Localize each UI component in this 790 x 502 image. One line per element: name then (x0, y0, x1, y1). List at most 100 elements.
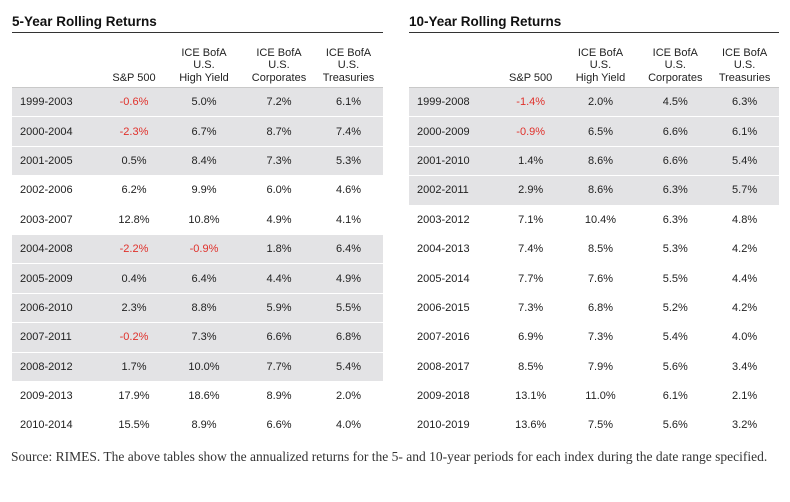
return-cell: 6.6% (266, 331, 292, 344)
return-cell: 6.6% (266, 419, 292, 432)
return-cell: 8.4% (191, 154, 217, 167)
return-cell: 8.8% (191, 301, 217, 314)
source-note: Source: RIMES. The above tables show the… (11, 449, 768, 464)
return-cell: 6.6% (662, 125, 688, 138)
return-cell: -0.6% (119, 96, 149, 109)
return-cell: 4.6% (335, 184, 362, 197)
period-label: 2001-2010 (417, 154, 470, 167)
return-cell: 6.8% (335, 331, 362, 344)
return-cell: 8.9% (266, 390, 292, 403)
return-cell: 13.6% (515, 419, 547, 432)
table-row: 2007-2011 -0.2% 7.3% 6.6% 6.8% (12, 323, 383, 353)
return-cell: 3.2% (732, 419, 758, 432)
return-cell: 5.7% (732, 184, 758, 197)
table-title: 10-Year Rolling Returns (409, 14, 562, 29)
column-header: S&P 500 (509, 71, 553, 84)
return-cell: 7.3% (518, 301, 544, 314)
period-label: 2007-2011 (20, 331, 72, 344)
table-row: 2002-2011 2.9% 8.6% 6.3% 5.7% (409, 176, 779, 206)
return-cell: 7.1% (518, 213, 544, 226)
return-cell: 8.9% (191, 419, 217, 432)
table-row: 1999-2003 -0.6% 5.0% 7.2% 6.1% (12, 88, 383, 118)
rolling-returns-tables: 5-Year Rolling Returns S&P 500 ICE BofA U.… (12, 12, 779, 441)
table-row: 2006-2010 2.3% 8.8% 5.9% 5.5% (12, 293, 383, 324)
table-row: 2003-2007 12.8% 10.8% 4.9% 4.1% (12, 205, 383, 235)
return-cell: 6.3% (662, 213, 688, 226)
table-row: 2003-2012 7.1% 10.4% 6.3% 4.8% (409, 205, 779, 235)
period-label: 2008-2017 (417, 360, 470, 373)
column-header: ICE BofA U.S. Corporates (648, 46, 703, 84)
table-row: 2009-2013 17.9% 18.6% 8.9% 2.0% (12, 381, 383, 412)
return-cell: 2.9% (518, 184, 544, 197)
return-cell: 4.4% (266, 272, 292, 285)
return-cell: -1.4% (516, 96, 546, 109)
period-label: 2004-2013 (417, 243, 470, 256)
table-row: 2005-2014 7.7% 7.6% 5.5% 4.4% (409, 264, 779, 294)
table-header: S&P 500 ICE BofA U.S. High Yield ICE BofA … (409, 33, 779, 87)
header-divider (409, 87, 779, 88)
return-cell: 1.7% (121, 360, 147, 373)
period-label: 1999-2008 (417, 96, 470, 109)
table-row: 2002-2006 6.2% 9.9% 6.0% 4.6% (12, 176, 383, 206)
return-cell: 10.8% (188, 213, 220, 226)
period-label: 2001-2005 (20, 154, 73, 167)
return-cell: 4.4% (732, 272, 758, 285)
column-header: S&P 500 (112, 71, 156, 84)
return-cell: 6.8% (587, 301, 614, 314)
return-cell: 6.9% (518, 331, 544, 344)
return-cell: 5.2% (662, 301, 688, 314)
return-cell: 5.6% (662, 360, 688, 373)
column-header (12, 33, 104, 87)
return-cell: 7.6% (587, 272, 614, 285)
table-row: 2001-2005 0.5% 8.4% 7.3% 5.3% (12, 146, 383, 177)
return-cell: 4.2% (732, 243, 758, 256)
return-cell: 17.9% (118, 390, 150, 403)
ten-year-table: 10-Year Rolling Returns S&P 500 ICE BofA U… (409, 12, 779, 441)
return-cell: 6.4% (335, 243, 362, 256)
table-row: 2005-2009 0.4% 6.4% 4.4% 4.9% (12, 264, 383, 294)
return-cell: 6.4% (191, 272, 217, 285)
return-cell: 7.5% (587, 419, 614, 432)
return-cell: 12.8% (118, 213, 150, 226)
return-cell: 8.6% (587, 154, 614, 167)
return-cell: 2.0% (587, 96, 614, 109)
return-cell: 7.9% (587, 360, 614, 373)
return-cell: 10.0% (188, 360, 220, 373)
column-header (409, 33, 501, 87)
return-cell: 8.5% (587, 243, 614, 256)
period-label: 2000-2009 (417, 125, 470, 138)
return-cell: 13.1% (515, 390, 547, 403)
five-year-table: 5-Year Rolling Returns S&P 500 ICE BofA U.… (12, 12, 383, 441)
return-cell: 5.3% (335, 154, 362, 167)
period-label: 2000-2004 (20, 125, 73, 138)
return-cell: 7.2% (266, 96, 292, 109)
return-cell: 9.9% (191, 184, 217, 197)
return-cell: 0.5% (121, 154, 147, 167)
return-cell: 5.4% (732, 154, 758, 167)
period-label: 2005-2009 (20, 272, 73, 285)
table-row: 2004-2008 -2.2% -0.9% 1.8% 6.4% (12, 234, 383, 265)
return-cell: 6.7% (191, 125, 217, 138)
return-cell: 7.3% (191, 331, 217, 344)
return-cell: 6.3% (732, 96, 758, 109)
table-row: 1999-2008 -1.4% 2.0% 4.5% 6.3% (409, 88, 779, 118)
return-cell: 1.8% (266, 243, 292, 256)
period-label: 2009-2018 (417, 390, 470, 403)
table-row: 2006-2015 7.3% 6.8% 5.2% 4.2% (409, 293, 779, 324)
table-row: 2008-2017 8.5% 7.9% 5.6% 3.4% (409, 352, 779, 382)
column-header: ICE BofA U.S. Corporates (251, 46, 307, 84)
return-cell: 5.3% (662, 243, 688, 256)
return-cell: 7.7% (266, 360, 292, 373)
return-cell: 18.6% (188, 390, 220, 403)
period-label: 2002-2006 (20, 184, 73, 197)
return-cell: 5.5% (335, 301, 362, 314)
return-cell: 4.1% (335, 213, 362, 226)
period-label: 2009-2013 (20, 390, 73, 403)
return-cell: 6.1% (335, 96, 362, 109)
column-header: ICE BofA U.S. Treasuries (718, 46, 771, 84)
header-rule (12, 32, 383, 33)
return-cell: 4.2% (732, 301, 758, 314)
return-cell: 8.5% (518, 360, 544, 373)
period-label: 2005-2014 (417, 272, 470, 285)
header-rule (409, 32, 779, 33)
